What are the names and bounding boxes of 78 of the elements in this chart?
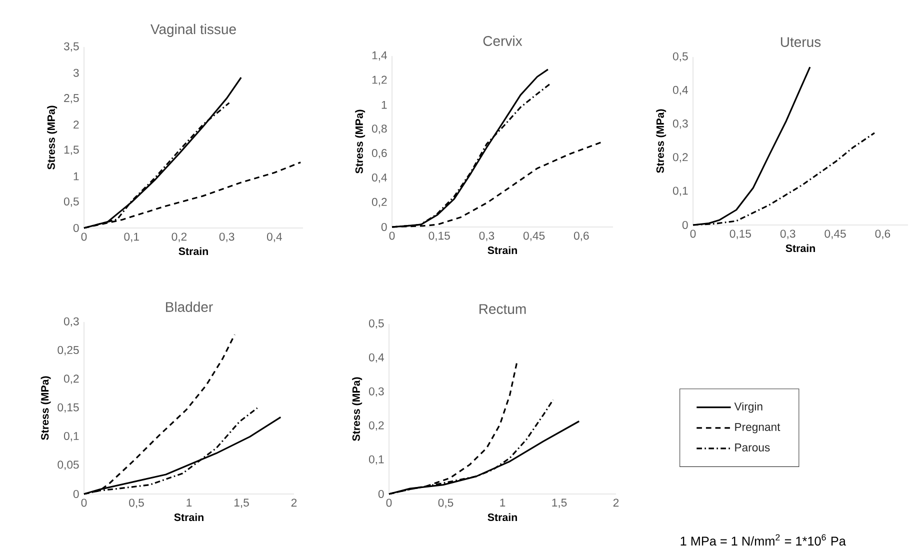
x-tick-label: 0,15 <box>428 232 450 242</box>
x-tick-label: 1 <box>186 498 192 507</box>
y-tick-label: 0 <box>682 220 688 230</box>
y-tick-label: 0 <box>381 222 387 232</box>
y-tick-label: 0,25 <box>58 346 79 356</box>
y-axis-title: Stress (MPa) <box>656 109 666 173</box>
y-tick-label: 1 <box>74 172 79 180</box>
y-axis-title: Stress (MPa) <box>47 106 58 170</box>
y-tick-label: 0,2 <box>368 421 384 431</box>
y-tick-label: 0 <box>73 224 79 232</box>
x-tick-label: 0,6 <box>574 232 589 242</box>
x-axis-title: Strain <box>178 247 208 256</box>
x-tick-label: 0,5 <box>129 498 144 508</box>
y-tick-label: 0,4 <box>672 86 688 96</box>
y-tick-label: 1,2 <box>372 76 387 86</box>
y-tick-label: 0,2 <box>64 374 79 384</box>
y-tick-label: 2 <box>74 120 79 129</box>
y-tick-label: 0,05 <box>58 460 79 470</box>
y-tick-label: 1,4 <box>372 51 387 61</box>
x-tick-label: 0,2 <box>172 232 187 242</box>
x-axis-title: Strain <box>488 513 517 522</box>
chart-title: Vaginal tissue <box>150 24 236 37</box>
y-axis-title: Stress (MPa) <box>355 110 366 174</box>
x-tick-label: 2 <box>613 498 619 507</box>
y-tick-label: 0,1 <box>368 455 384 465</box>
legend-label: Virgin <box>734 402 762 413</box>
y-tick-label: 0,3 <box>64 317 79 327</box>
legend-label: Parous <box>735 444 770 452</box>
y-tick-label: 0,5 <box>672 52 688 62</box>
y-tick-label: 0,2 <box>372 198 387 208</box>
y-tick-label: 0 <box>73 490 79 498</box>
y-tick-label: 0,1 <box>64 432 79 442</box>
y-tick-label: 0 <box>378 490 384 498</box>
x-axis-title: Strain <box>786 244 815 252</box>
x-tick-label: 1 <box>500 498 506 507</box>
y-tick-label: 1 <box>382 100 387 109</box>
chart-title: Uterus <box>780 37 821 47</box>
x-tick-label: 0 <box>81 232 87 241</box>
y-tick-label: 0,5 <box>368 319 384 329</box>
x-tick-label: 0 <box>690 230 696 238</box>
y-tick-label: 3 <box>73 68 79 77</box>
y-axis-title: Stress (MPa) <box>40 376 51 440</box>
x-tick-label: 0,45 <box>523 232 545 242</box>
x-tick-label: 0,45 <box>824 230 846 240</box>
x-tick-label: 0,3 <box>479 232 494 242</box>
x-axis-title: Strain <box>174 513 204 522</box>
chart-title: Cervix <box>483 36 522 46</box>
x-tick-label: 0,3 <box>780 230 796 240</box>
y-tick-label: 0,3 <box>368 387 384 397</box>
y-tick-label: 0,5 <box>64 197 79 207</box>
x-tick-label: 1,5 <box>552 498 567 508</box>
y-tick-label: 0,6 <box>372 149 387 158</box>
x-tick-label: 1,5 <box>234 498 249 508</box>
y-tick-label: 0,1 <box>672 186 688 196</box>
legend-label: Pregnant <box>735 423 780 434</box>
y-axis-title: Stress (MPa) <box>352 377 362 441</box>
y-tick-label: 3,5 <box>64 42 79 52</box>
y-tick-label: 0,4 <box>368 353 384 363</box>
chart-title: Rectum <box>480 304 526 314</box>
y-tick-label: 0,4 <box>372 173 387 183</box>
y-tick-label: 0,2 <box>672 153 688 162</box>
x-tick-label: 0,15 <box>730 230 751 240</box>
x-tick-label: 0,4 <box>266 232 282 242</box>
x-tick-label: 0,1 <box>124 232 139 242</box>
x-tick-label: 0,3 <box>219 232 234 242</box>
chart-title: Bladder <box>166 302 213 312</box>
x-tick-label: 0 <box>81 498 87 507</box>
x-tick-label: 2 <box>291 498 297 507</box>
y-tick-label: 1,5 <box>64 146 79 156</box>
x-tick-label: 0,6 <box>875 230 890 240</box>
x-tick-label: 0 <box>389 232 395 240</box>
x-tick-label: 0,5 <box>438 498 454 508</box>
text: 1 MPa = 1 N/mm$^{2}$ = 1*10$^{6}$ Pa <box>680 534 846 546</box>
y-tick-label: 0,15 <box>58 403 79 413</box>
y-tick-label: 0,3 <box>672 120 688 129</box>
x-axis-title: Strain <box>488 246 517 254</box>
y-tick-label: 2,5 <box>64 94 79 104</box>
y-tick-label: 0,8 <box>372 124 387 134</box>
